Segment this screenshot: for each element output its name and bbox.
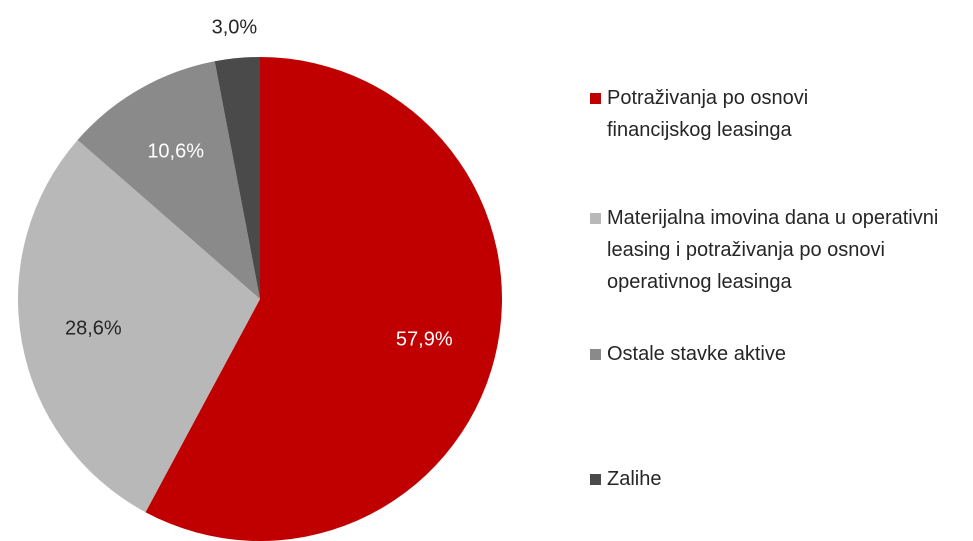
data-label: 10,6% bbox=[147, 140, 204, 162]
legend-label: Ostale stavke aktive bbox=[607, 343, 786, 365]
pie-slice bbox=[77, 61, 260, 299]
data-label: 3,0% bbox=[212, 16, 258, 38]
legend-label: Potraživanja po osnovi financijskog leas… bbox=[607, 87, 809, 141]
legend-swatch bbox=[590, 349, 601, 360]
legend-label: Materijalna imovina dana u operativni le… bbox=[607, 207, 939, 293]
pie-slice bbox=[214, 57, 260, 299]
legend-swatch bbox=[590, 474, 601, 485]
pie-slice bbox=[17, 139, 260, 513]
legend-swatch bbox=[590, 93, 601, 104]
legend-entry: Potraživanja po osnovi financijskog leas… bbox=[590, 82, 970, 146]
chart: 57,9% 28,6% 10,6% 3,0% bbox=[17, 16, 502, 541]
legend-entry: Materijalna imovina dana u operativni le… bbox=[590, 202, 970, 298]
legend-entry: Zalihe bbox=[590, 463, 970, 495]
legend-entry: Ostale stavke aktive bbox=[590, 338, 970, 370]
legend-label: Zalihe bbox=[607, 468, 662, 490]
legend-swatch bbox=[590, 213, 601, 224]
pie-slice bbox=[145, 57, 502, 541]
data-label: 57,9% bbox=[396, 329, 453, 351]
data-label: 28,6% bbox=[65, 318, 122, 340]
